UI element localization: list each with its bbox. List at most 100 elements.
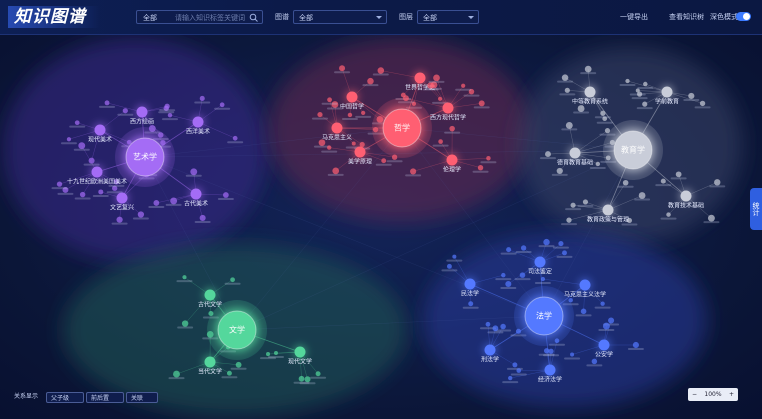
legend-item[interactable]: 父子级 bbox=[46, 392, 85, 403]
search-input[interactable]: 请输入知识标签关键词 bbox=[175, 14, 245, 22]
sub-node bbox=[584, 86, 596, 98]
leaf-label-placeholder bbox=[538, 353, 555, 356]
leaf-node bbox=[602, 116, 608, 122]
leaf-label-placeholder bbox=[176, 280, 193, 283]
leaf-node bbox=[266, 352, 271, 357]
leaf-node bbox=[516, 368, 522, 373]
leaf-node bbox=[515, 328, 521, 334]
leaf-node bbox=[626, 217, 633, 224]
leaf-node bbox=[104, 100, 110, 106]
leaf-label-placeholder bbox=[217, 198, 234, 201]
legend-item[interactable]: 前后置 bbox=[86, 392, 125, 403]
leaf-node bbox=[505, 280, 512, 288]
cross-edge bbox=[144, 156, 238, 331]
leaf-node bbox=[327, 97, 332, 103]
leaf-node bbox=[158, 132, 164, 138]
leaf-label-placeholder bbox=[472, 170, 489, 173]
leaf-node bbox=[506, 247, 512, 253]
hub-node bbox=[125, 137, 165, 177]
legend-title: 关系显示 bbox=[14, 393, 39, 400]
sub-node bbox=[569, 147, 581, 159]
sub-node-label: 古代文学 bbox=[198, 301, 222, 309]
sub-node-label: 西方绘画 bbox=[130, 118, 154, 126]
sub-node bbox=[91, 166, 103, 178]
leaf-node bbox=[565, 121, 573, 129]
scope-select[interactable]: 全部 bbox=[143, 14, 157, 22]
leaf-label-placeholder bbox=[683, 98, 700, 101]
leaf-label-placeholder bbox=[334, 71, 351, 74]
search-bar[interactable]: 全部 请输入知识标签关键词 bbox=[136, 10, 263, 24]
sub-node-label: 马克思主义法学 bbox=[564, 291, 606, 299]
leaf-label-placeholder bbox=[83, 163, 100, 166]
leaf-label-placeholder bbox=[552, 246, 569, 249]
leaf-label-placeholder bbox=[202, 316, 219, 319]
sub-node bbox=[579, 279, 591, 291]
tree-button[interactable]: 查看知识树 bbox=[669, 13, 704, 21]
graph-value: 全部 bbox=[299, 14, 313, 22]
leaf-node bbox=[520, 245, 527, 251]
leaf-label-placeholder bbox=[310, 376, 327, 379]
leaf-node bbox=[235, 361, 242, 368]
leaf-label-placeholder bbox=[355, 115, 372, 118]
leaf-node bbox=[452, 254, 457, 259]
leaf-label-placeholder bbox=[561, 223, 578, 226]
leaf-node bbox=[56, 181, 63, 187]
leaf-node bbox=[377, 67, 385, 74]
sub-node bbox=[190, 188, 202, 200]
cross-edge bbox=[144, 127, 403, 158]
leaf-label-placeholder bbox=[326, 107, 343, 110]
leaf-node bbox=[148, 125, 156, 132]
export-button[interactable]: 一键导出 bbox=[620, 13, 648, 21]
graph-select[interactable]: 全部 bbox=[293, 10, 387, 24]
cross-edge bbox=[543, 149, 634, 317]
leaf-node bbox=[556, 167, 563, 175]
leaf-label-placeholder bbox=[539, 157, 556, 160]
leaf-node bbox=[273, 351, 278, 356]
leaf-label-placeholder bbox=[165, 203, 182, 206]
sub-node bbox=[544, 364, 556, 376]
leaf-node bbox=[595, 161, 601, 167]
leaf-label-placeholder bbox=[194, 101, 211, 104]
sub-node-label: 公安学 bbox=[595, 351, 613, 359]
layer-select[interactable]: 全部 bbox=[417, 10, 479, 24]
leaf-node bbox=[351, 141, 356, 146]
leaf-node bbox=[361, 110, 366, 116]
sub-node bbox=[116, 192, 128, 204]
leaf-node bbox=[170, 197, 178, 205]
sub-node bbox=[94, 124, 106, 136]
leaf-label-placeholder bbox=[599, 133, 616, 136]
leaf-node bbox=[714, 179, 721, 186]
cross-edge bbox=[144, 149, 634, 158]
leaf-label-placeholder bbox=[480, 161, 497, 164]
dark-mode-toggle[interactable] bbox=[736, 12, 751, 21]
search-icon[interactable] bbox=[249, 13, 258, 22]
stats-tab[interactable]: 统计 bbox=[750, 188, 762, 230]
zoom-control[interactable]: −100% + bbox=[688, 388, 738, 401]
leaf-label-placeholder bbox=[709, 185, 726, 188]
legend-item[interactable]: 关联 bbox=[126, 392, 159, 403]
leaf-label-placeholder bbox=[158, 111, 175, 114]
hub-node bbox=[524, 296, 564, 336]
sub-node bbox=[534, 256, 546, 268]
leaf-label-placeholder bbox=[634, 198, 651, 201]
leaf-node bbox=[558, 241, 564, 247]
leaf-node bbox=[446, 263, 452, 269]
leaf-label-placeholder bbox=[405, 174, 422, 177]
leaf-node bbox=[543, 348, 550, 354]
leaf-label-placeholder bbox=[194, 220, 211, 223]
leaf-node bbox=[545, 151, 551, 158]
sub-node bbox=[204, 289, 216, 301]
zoom-level: 100% bbox=[704, 391, 722, 398]
leaf-node bbox=[486, 156, 491, 161]
leaf-node bbox=[347, 112, 353, 118]
sub-node-label: 民法学 bbox=[461, 290, 479, 298]
leaf-node bbox=[199, 95, 205, 101]
leaf-label-placeholder bbox=[463, 94, 480, 97]
leaf-label-placeholder bbox=[548, 343, 565, 346]
leaf-node bbox=[181, 320, 189, 327]
leaf-node bbox=[570, 202, 576, 208]
leaf-label-placeholder bbox=[224, 282, 241, 285]
sub-node-label: 现代文学 bbox=[288, 358, 312, 366]
leaf-node bbox=[632, 341, 639, 349]
